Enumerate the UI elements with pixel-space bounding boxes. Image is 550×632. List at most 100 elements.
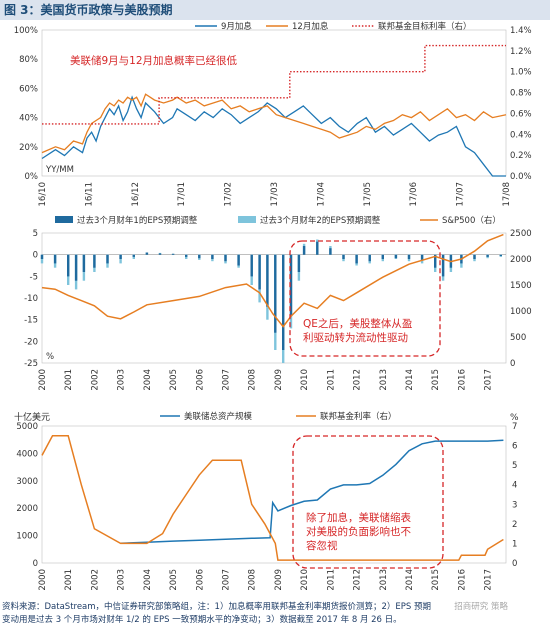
middle-legend-label: 过去3个月财年1的EPS预期调整: [77, 215, 198, 226]
middle-bar: [434, 254, 437, 268]
bottom-left-tick-label: 0: [33, 559, 38, 569]
bottom-legend-label: 联邦基金利率（右）: [320, 411, 397, 422]
top-annotation: 美联储9月与12月加息概率已经很低: [70, 54, 238, 67]
source-note: 资料来源：DataStream，中信证券研究部策略组，注：1）加息概率用联邦基金…: [2, 601, 548, 627]
middle-x-tick-label: 2012: [353, 369, 363, 391]
middle-x-tick-label: 2006: [195, 369, 205, 391]
middle-bar: [74, 254, 78, 281]
top-series-line-2: [41, 93, 507, 154]
middle-left-tick-label: 0: [33, 251, 38, 261]
bottom-plot-frame: [41, 425, 507, 564]
bottom-x-tick-label: 2012: [353, 569, 363, 591]
top-left-tick-label: 0%: [25, 172, 39, 182]
middle-left-tick-label: -10: [24, 294, 38, 304]
middle-x-tick-label: 2002: [90, 369, 100, 391]
middle-right-tick-label: 0: [510, 359, 515, 369]
bottom-axes: 0 1000 2000 3000 4000 5000 0 1 2 3 4 5 6 7 2000 2001 200…: [14, 411, 519, 591]
top-plot-frame: [41, 29, 507, 177]
middle-bar: [93, 254, 96, 268]
middle-bar: [342, 254, 345, 259]
top-x-tick-label: 17/01: [177, 182, 187, 207]
middle-left-tick-label: -25: [24, 359, 38, 369]
bottom-x-tick-label: 2006: [195, 569, 205, 591]
middle-bar: [67, 254, 70, 277]
top-right-tick-label: 0.6%: [510, 109, 532, 119]
middle-x-tick-label: 2000: [38, 369, 48, 391]
top-right-tick-label: 0.8%: [510, 89, 532, 99]
middle-bar: [237, 254, 240, 266]
top-x-tick-label: 16/10: [38, 182, 48, 207]
top-series-line-3: [42, 44, 506, 125]
middle-right-tick-label: 1000: [510, 307, 532, 317]
bottom-right-unit: %: [510, 413, 519, 423]
bottom-x-tick-label: 2007: [222, 569, 232, 591]
bottom-right-tick-label: 2: [512, 520, 517, 530]
bottom-fedfunds-line: [41, 435, 504, 561]
top-marks: 美联储9月与12月加息概率已经很低: [41, 44, 507, 177]
source-line-1: 资料来源：DataStream，中信证券研究部策略组，注：1）加息概率用联邦基金…: [2, 602, 431, 612]
top-unit-label: YY/MM: [45, 165, 74, 175]
top-right-tick-label: 1.0%: [510, 68, 532, 78]
bottom-x-tick-label: 2009: [274, 569, 284, 591]
middle-bar: [486, 254, 489, 257]
middle-legend-label: S&P500（右）: [442, 215, 501, 226]
middle-plot-frame: [41, 232, 507, 364]
top-left-tick-label: 20%: [19, 143, 38, 153]
middle-bar: [441, 254, 445, 277]
middle-sp500-line: [41, 233, 504, 328]
middle-x-tick-label: 2011: [326, 369, 336, 391]
top-x-tick-label: 17/08: [502, 182, 512, 207]
middle-bar: [53, 254, 57, 264]
source-line-2: 变动用是过去 3 个月市场对财年 1/2 的 EPS 一致预期水平的净变动；3）…: [2, 615, 402, 625]
bottom-x-tick-label: 2010: [300, 569, 310, 591]
chart-bottom-panel: 美联储总资产规模 联邦基金利率（右） 0100020003000400050000…: [14, 411, 519, 591]
top-x-tick-label: 17/05: [363, 182, 373, 207]
bottom-x-tick-label: 2017: [484, 569, 494, 591]
top-series-line-1: [41, 95, 506, 177]
middle-x-tick-label: 2010: [300, 369, 310, 391]
middle-x-tick-label: 2005: [169, 369, 179, 391]
middle-bar: [266, 254, 269, 307]
middle-x-tick-label: 2013: [379, 369, 389, 391]
top-left-tick-label: 80%: [19, 55, 38, 65]
top-legend-label: 联邦基金目标利率（右）: [378, 21, 472, 32]
middle-left-tick-label: 5: [33, 229, 38, 239]
middle-right-tick-label: 1500: [510, 281, 532, 291]
middle-left-tick-label: -5: [30, 272, 38, 282]
middle-bar: [40, 254, 44, 264]
bottom-annotation-text: 对美股的负面影响也不: [306, 525, 411, 538]
middle-legend-label: 过去3个月财年2的EPS预期调整: [260, 215, 381, 226]
middle-x-tick-label: 2004: [143, 369, 153, 391]
middle-annotation-text: QE之后，美股整体从盈: [303, 317, 413, 330]
bottom-left-unit: 十亿美元: [14, 411, 50, 423]
middle-legend: 过去3个月财年1的EPS预期调整 过去3个月财年2的EPS预期调整 S&P500（右…: [55, 215, 501, 226]
top-right-tick-label: 0.0%: [510, 172, 532, 182]
top-right-tick-label: 1.4%: [510, 26, 532, 36]
middle-bar: [316, 241, 319, 255]
bottom-x-tick-label: 2016: [457, 569, 467, 591]
middle-left-tick-label: -20: [24, 337, 38, 347]
top-legend-label: 9月加息: [221, 21, 252, 32]
bottom-right-tick-label: 6: [512, 442, 517, 452]
bottom-left-tick-label: 4000: [16, 449, 38, 459]
bottom-x-tick-label: 2011: [326, 569, 336, 591]
top-x-tick-label: 17/04: [316, 182, 326, 207]
bottom-x-tick-label: 2003: [117, 569, 127, 591]
middle-axes: -25 -20 -15 -10 -5 0 5 0 500 1000 1500 2000 2500 2000…: [24, 229, 532, 391]
bottom-left-tick-label: 1000: [16, 532, 38, 542]
middle-right-tick-label: 500: [510, 333, 526, 343]
bottom-assets-line: [120, 439, 504, 545]
middle-bar: [394, 254, 398, 259]
top-left-tick-label: 40%: [19, 114, 38, 124]
middle-left-tick-label: -15: [24, 316, 38, 326]
top-x-tick-label: 16/11: [84, 182, 94, 207]
middle-x-tick-label: 2008: [248, 369, 258, 391]
middle-bar: [198, 254, 201, 259]
middle-x-tick-label: 2014: [405, 369, 415, 391]
figure-title: 图 3：美国货币政策与美股预期: [0, 0, 550, 20]
top-legend-label: 12月加息: [292, 21, 329, 32]
bottom-left-tick-label: 2000: [16, 504, 38, 514]
bottom-annotation-text: 容忽视: [306, 539, 338, 552]
bottom-x-tick-label: 2004: [143, 569, 153, 591]
